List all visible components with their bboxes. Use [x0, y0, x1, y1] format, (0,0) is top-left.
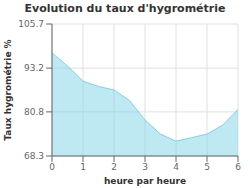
html-text:Evolution du taux d'hygrométri: Evolution du taux d'hygrométrie: [24, 2, 226, 15]
svg-text:3: 3: [142, 162, 148, 172]
svg-text:80.8: 80.8: [24, 107, 44, 117]
svg-text:2: 2: [111, 162, 117, 172]
svg-text:Taux hygrométrie %: Taux hygrométrie %: [8, 39, 13, 140]
svg-text:1: 1: [80, 162, 86, 172]
svg-text:93.2: 93.2: [24, 63, 44, 73]
svg-text:0: 0: [49, 162, 55, 172]
svg-text:heure par heure: heure par heure: [104, 176, 186, 186]
svg-text:68.3: 68.3: [24, 151, 44, 161]
svg-text:5: 5: [204, 162, 210, 172]
svg-text:105.7: 105.7: [18, 19, 44, 29]
svg-text:6: 6: [235, 162, 241, 172]
svg-text:4: 4: [173, 162, 179, 172]
